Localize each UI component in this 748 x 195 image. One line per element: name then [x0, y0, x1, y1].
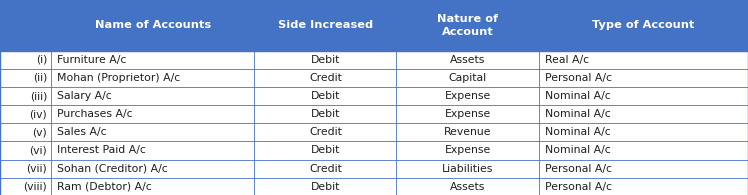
Text: (vi): (vi) — [29, 145, 47, 155]
Text: Mohan (Proprietor) A/c: Mohan (Proprietor) A/c — [57, 73, 180, 83]
Text: Side Increased: Side Increased — [278, 20, 373, 30]
Bar — [0, 87, 748, 105]
Bar — [0, 0, 748, 51]
Text: (viii): (viii) — [23, 182, 47, 192]
Text: Liabilities: Liabilities — [442, 164, 493, 174]
Text: Nature of
Account: Nature of Account — [437, 14, 498, 36]
Text: Assets: Assets — [450, 182, 485, 192]
Bar — [0, 178, 748, 195]
Text: Purchases A/c: Purchases A/c — [57, 109, 132, 119]
Bar — [0, 69, 748, 87]
Text: Personal A/c: Personal A/c — [545, 164, 612, 174]
Bar — [0, 51, 748, 69]
Text: Nominal A/c: Nominal A/c — [545, 91, 610, 101]
Text: (vii): (vii) — [26, 164, 47, 174]
Bar — [0, 105, 748, 123]
Text: Debit: Debit — [310, 145, 340, 155]
Text: Name of Accounts: Name of Accounts — [94, 20, 211, 30]
Bar — [0, 141, 748, 160]
Text: Ram (Debtor) A/c: Ram (Debtor) A/c — [57, 182, 152, 192]
Text: Sales A/c: Sales A/c — [57, 127, 106, 137]
Text: Interest Paid A/c: Interest Paid A/c — [57, 145, 146, 155]
Text: Credit: Credit — [309, 164, 342, 174]
Text: Personal A/c: Personal A/c — [545, 73, 612, 83]
Text: (ii): (ii) — [33, 73, 47, 83]
Text: (i): (i) — [36, 55, 47, 65]
Text: Debit: Debit — [310, 182, 340, 192]
Text: Personal A/c: Personal A/c — [545, 182, 612, 192]
Text: Debit: Debit — [310, 91, 340, 101]
Text: (iii): (iii) — [30, 91, 47, 101]
Text: Type of Account: Type of Account — [592, 20, 694, 30]
Text: Expense: Expense — [444, 109, 491, 119]
Text: Salary A/c: Salary A/c — [57, 91, 111, 101]
Text: Expense: Expense — [444, 91, 491, 101]
Bar — [0, 160, 748, 178]
Text: Credit: Credit — [309, 73, 342, 83]
Bar — [0, 123, 748, 141]
Text: Capital: Capital — [449, 73, 486, 83]
Text: Nominal A/c: Nominal A/c — [545, 109, 610, 119]
Text: Credit: Credit — [309, 127, 342, 137]
Text: Revenue: Revenue — [444, 127, 491, 137]
Text: Expense: Expense — [444, 145, 491, 155]
Text: Nominal A/c: Nominal A/c — [545, 127, 610, 137]
Text: Real A/c: Real A/c — [545, 55, 589, 65]
Text: Sohan (Creditor) A/c: Sohan (Creditor) A/c — [57, 164, 168, 174]
Text: Debit: Debit — [310, 55, 340, 65]
Text: (iv): (iv) — [29, 109, 47, 119]
Text: Nominal A/c: Nominal A/c — [545, 145, 610, 155]
Text: Assets: Assets — [450, 55, 485, 65]
Text: Debit: Debit — [310, 109, 340, 119]
Text: (v): (v) — [32, 127, 47, 137]
Text: Furniture A/c: Furniture A/c — [57, 55, 126, 65]
